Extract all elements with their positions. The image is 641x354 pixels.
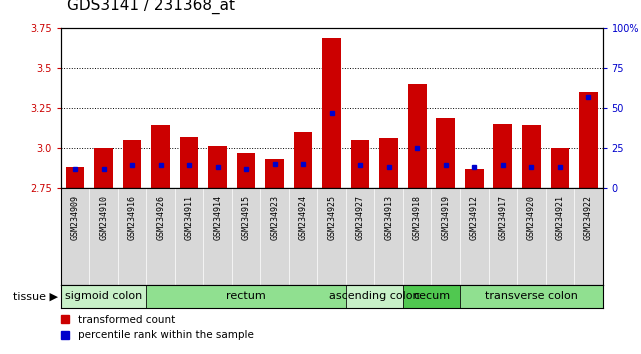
Bar — [551, 148, 569, 188]
Bar — [494, 124, 512, 188]
Bar — [123, 140, 142, 188]
Bar — [294, 132, 312, 188]
Text: transverse colon: transverse colon — [485, 291, 578, 302]
Text: ascending colon: ascending colon — [329, 291, 420, 302]
Text: rectum: rectum — [226, 291, 266, 302]
Text: GSM234919: GSM234919 — [441, 195, 450, 240]
Bar — [322, 38, 341, 188]
Bar — [237, 153, 256, 188]
Text: GSM234925: GSM234925 — [327, 195, 337, 240]
Text: GSM234913: GSM234913 — [384, 195, 393, 240]
Bar — [180, 137, 199, 188]
Bar — [522, 126, 540, 188]
Text: GDS3141 / 231368_at: GDS3141 / 231368_at — [67, 0, 235, 14]
Text: GSM234910: GSM234910 — [99, 195, 108, 240]
Bar — [351, 140, 369, 188]
Bar — [460, 285, 603, 308]
Legend: transformed count, percentile rank within the sample: transformed count, percentile rank withi… — [61, 315, 253, 340]
Text: GSM234917: GSM234917 — [498, 195, 507, 240]
Text: GSM234918: GSM234918 — [413, 195, 422, 240]
Text: GSM234915: GSM234915 — [242, 195, 251, 240]
Bar — [94, 148, 113, 188]
Text: sigmoid colon: sigmoid colon — [65, 291, 142, 302]
Bar — [437, 118, 455, 188]
Bar — [403, 285, 460, 308]
Text: GSM234923: GSM234923 — [271, 195, 279, 240]
Bar — [66, 167, 85, 188]
Bar — [265, 159, 284, 188]
Bar — [151, 126, 170, 188]
Bar — [61, 285, 146, 308]
Text: GSM234926: GSM234926 — [156, 195, 165, 240]
Text: tissue ▶: tissue ▶ — [13, 291, 58, 302]
Text: GSM234921: GSM234921 — [555, 195, 564, 240]
Text: GSM234912: GSM234912 — [470, 195, 479, 240]
Bar — [408, 84, 426, 188]
Text: GSM234916: GSM234916 — [128, 195, 137, 240]
Bar — [465, 169, 483, 188]
Bar — [146, 285, 346, 308]
Text: GSM234927: GSM234927 — [356, 195, 365, 240]
Bar — [379, 138, 398, 188]
Text: cecum: cecum — [413, 291, 450, 302]
Text: GSM234909: GSM234909 — [71, 195, 79, 240]
Text: GSM234924: GSM234924 — [299, 195, 308, 240]
Text: GSM234920: GSM234920 — [527, 195, 536, 240]
Bar — [579, 92, 597, 188]
Text: GSM234911: GSM234911 — [185, 195, 194, 240]
Text: GSM234922: GSM234922 — [584, 195, 593, 240]
Text: GSM234914: GSM234914 — [213, 195, 222, 240]
Bar — [346, 285, 403, 308]
Bar — [208, 146, 227, 188]
